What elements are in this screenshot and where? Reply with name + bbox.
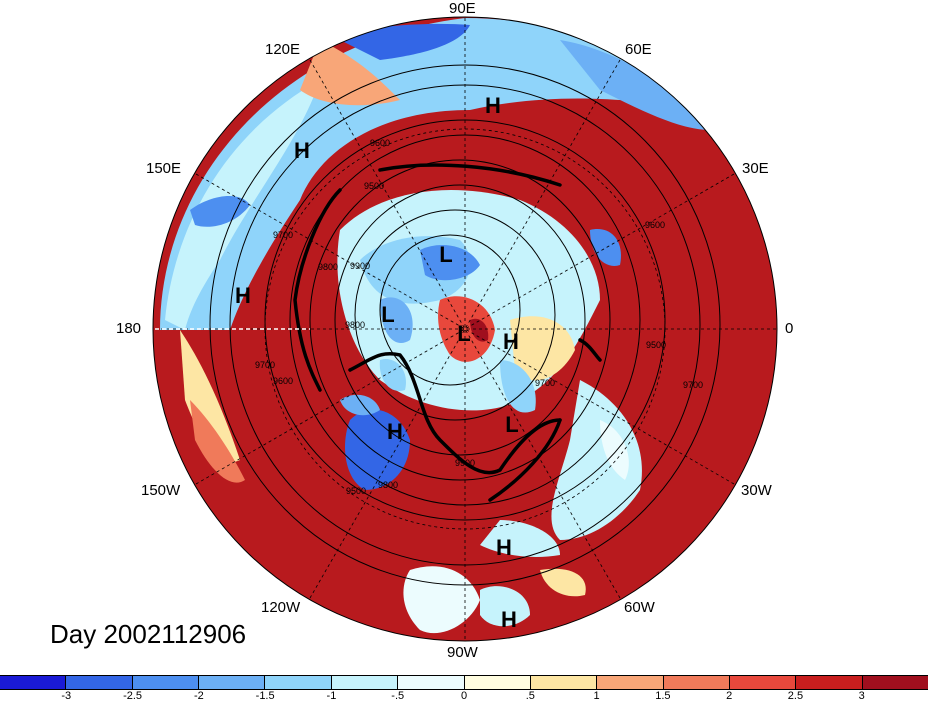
colorbar-segment [663,676,730,689]
colorbar-tick-label: -1 [326,690,337,702]
colorbar-segment [597,676,664,689]
colorbar-segment [0,676,67,689]
lon-label-90w: 90W [447,644,478,661]
low-pressure-marker: L [457,321,471,346]
contour-label: 9700 [535,378,556,388]
contour-label: 9800 [378,480,399,490]
colorbar-tick-label: 0 [460,690,468,702]
high-pressure-marker: H [485,93,501,118]
contour-label: 9500 [364,181,385,191]
low-pressure-marker: L [381,302,395,327]
colorbar-tick-label: -2 [193,690,204,702]
colorbar-tick-label: .5 [525,690,535,702]
high-pressure-marker: H [387,419,403,444]
lon-label-120e: 120E [265,41,301,58]
lon-label-180: 180 [116,320,142,337]
lon-label-150e: 150E [146,160,182,177]
colorbar-tick-label: 3 [858,690,865,702]
colorbar-segment [729,676,797,689]
contour-label: 9700 [683,380,704,390]
colorbar-segment [66,676,133,689]
colorbar-segment [398,676,465,689]
colorbar-tick-label: 2 [726,690,733,702]
lon-label-30e: 30E [742,160,769,177]
day-title: Day 2002112906 [50,619,247,649]
contour-label: 9800 [318,262,339,272]
graticule [155,18,777,640]
low-pressure-marker: L [505,412,519,437]
contour-label: 9800 [345,320,366,330]
colorbar-tick-label: 2.5 [787,690,804,702]
lon-label-120w: 120W [261,599,301,616]
high-pressure-marker: H [501,607,517,632]
colorbar [0,675,928,690]
colorbar-tick-label: -.5 [391,690,405,702]
contour-label: 9700 [255,360,276,370]
low-pressure-marker: L [439,242,453,267]
colorbar-segment [132,676,200,689]
colorbar-segment [796,676,863,689]
colorbar-segment [265,676,332,689]
contour-label: 9600 [370,138,391,148]
high-pressure-marker: H [235,283,251,308]
lon-label-30w: 30W [741,482,772,499]
colorbar-segment [530,676,598,689]
high-pressure-marker: H [503,329,519,354]
lon-label-90e: 90E [449,0,476,17]
high-pressure-marker: H [294,138,310,163]
colorbar-segment [331,676,399,689]
jet-stream [293,163,602,502]
contour-label: 9900 [350,261,371,271]
colorbar-segment [464,676,531,689]
contour-label: 9500 [346,486,367,496]
contour-label: 9700 [273,230,294,240]
colorbar-tick-label: -2.5 [123,690,143,702]
map-border [152,16,778,642]
contour-label: 9500 [646,340,667,350]
colorbar-tick-label: 1 [593,690,600,702]
colorbar-segment [862,676,928,689]
colorbar-tick-label: -3 [61,690,72,702]
lon-label-150w: 150W [141,482,181,499]
contour-label: 9600 [273,376,294,386]
colorbar-tick-label: -1.5 [255,690,275,702]
colorbar-tick-label: 1.5 [655,690,671,702]
lon-label-60w: 60W [624,599,655,616]
high-pressure-marker: H [496,535,512,560]
colorbar-segment [199,676,266,689]
contour-label: 9600 [645,220,666,230]
lon-label-0: 0 [785,320,794,337]
lon-label-60e: 60E [625,41,652,58]
contour-label: 9900 [455,458,476,468]
